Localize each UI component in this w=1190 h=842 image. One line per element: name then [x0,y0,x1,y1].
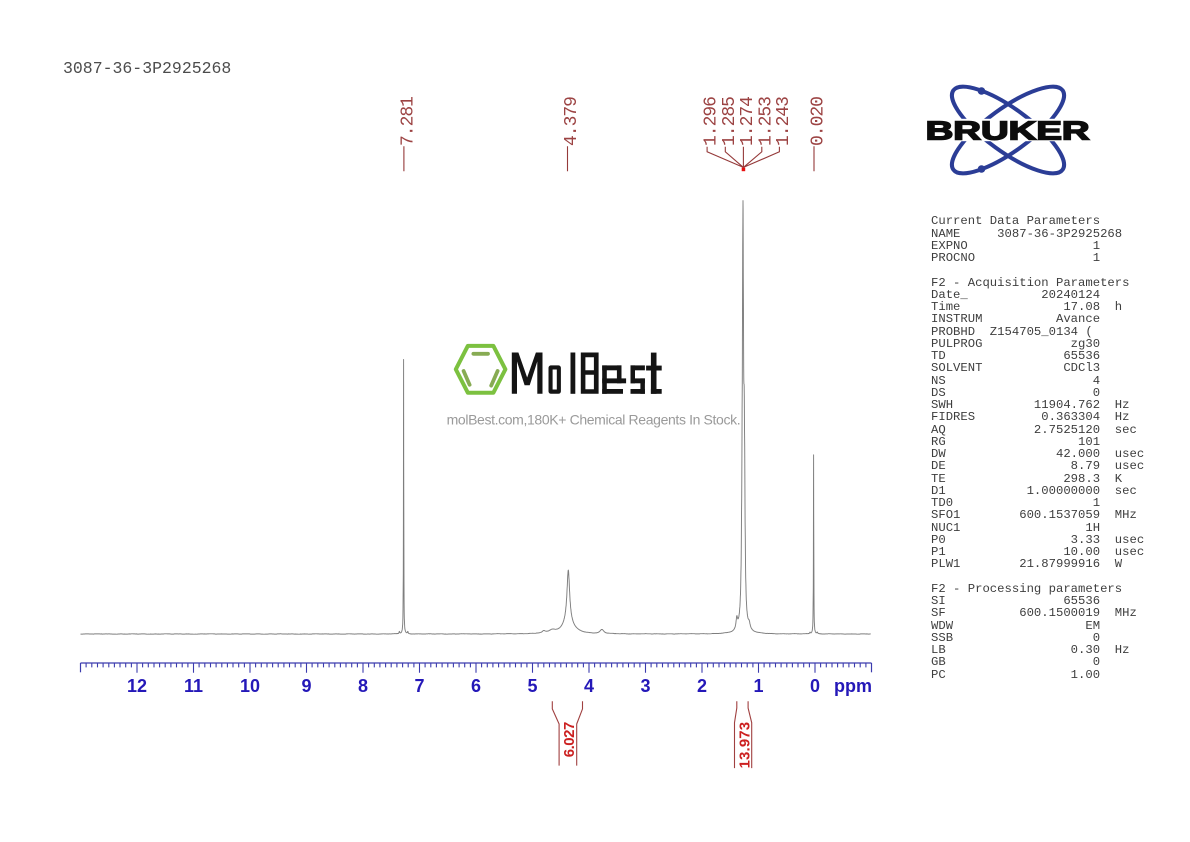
svg-text:5: 5 [527,676,537,696]
svg-text:1.274: 1.274 [738,96,758,146]
svg-text:9: 9 [301,676,311,696]
svg-text:12: 12 [127,676,147,696]
svg-text:6: 6 [471,676,481,696]
svg-text:molBest.com,180K+ Chemical Rea: molBest.com,180K+ Chemical Reagents In S… [447,412,741,428]
svg-text:4: 4 [584,676,594,696]
svg-text:8: 8 [358,676,368,696]
svg-text:11: 11 [184,676,203,696]
svg-text:13.973: 13.973 [737,722,754,769]
svg-text:1.296: 1.296 [702,96,722,146]
svg-text:1.253: 1.253 [756,96,776,146]
svg-text:0.020: 0.020 [809,96,829,146]
svg-text:3: 3 [640,676,650,696]
svg-text:1: 1 [753,676,763,696]
svg-text:6.027: 6.027 [561,722,578,758]
svg-text:2: 2 [697,676,707,696]
svg-text:1.243: 1.243 [774,96,794,146]
svg-text:0: 0 [810,676,820,696]
svg-text:10: 10 [240,676,260,696]
svg-text:4.379: 4.379 [562,96,582,146]
svg-text:1.285: 1.285 [720,96,740,146]
svg-text:7.281: 7.281 [399,96,419,146]
svg-text:BRUKER: BRUKER [926,116,1090,146]
svg-text:ppm: ppm [834,676,872,696]
svg-text:7: 7 [414,676,424,696]
